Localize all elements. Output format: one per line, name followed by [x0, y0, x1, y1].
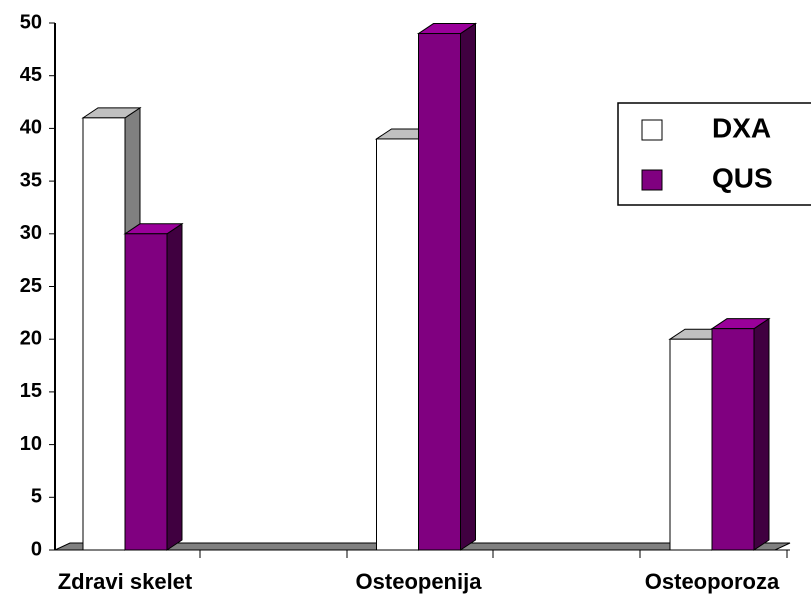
y-tick-label: 50	[20, 11, 42, 33]
legend-label: DXA	[712, 112, 771, 143]
bar-face	[166, 222, 183, 551]
y-tick-label: 0	[31, 538, 42, 560]
y-tick-label: 25	[20, 275, 42, 297]
bar-face	[376, 138, 419, 551]
y-tick-label: 45	[20, 64, 42, 86]
legend-label: QUS	[712, 162, 773, 193]
y-tick-label: 20	[20, 327, 42, 349]
x-tick-marks	[199, 550, 788, 558]
bar-face	[753, 317, 770, 551]
bar	[123, 222, 184, 551]
legend-swatch	[641, 169, 663, 191]
x-tick-label: Osteoporoza	[645, 569, 780, 594]
y-tick-label: 40	[20, 117, 42, 139]
bar-face	[82, 117, 126, 551]
bar-face	[460, 22, 476, 551]
y-tick-label: 5	[31, 486, 42, 508]
y-tick-label: 10	[20, 433, 42, 455]
bar	[416, 22, 478, 551]
bar-face	[711, 328, 755, 551]
bar	[710, 317, 771, 551]
bar-face	[418, 33, 461, 551]
bar-face	[124, 233, 168, 551]
y-tick-label: 15	[20, 380, 42, 402]
y-tick-label: 30	[20, 222, 42, 244]
x-tick-label: Zdravi skelet	[58, 569, 193, 594]
legend-swatch	[641, 119, 663, 141]
x-tick-label: Osteopenija	[356, 569, 483, 594]
y-tick-label: 35	[20, 169, 42, 191]
bar-face	[669, 338, 713, 551]
